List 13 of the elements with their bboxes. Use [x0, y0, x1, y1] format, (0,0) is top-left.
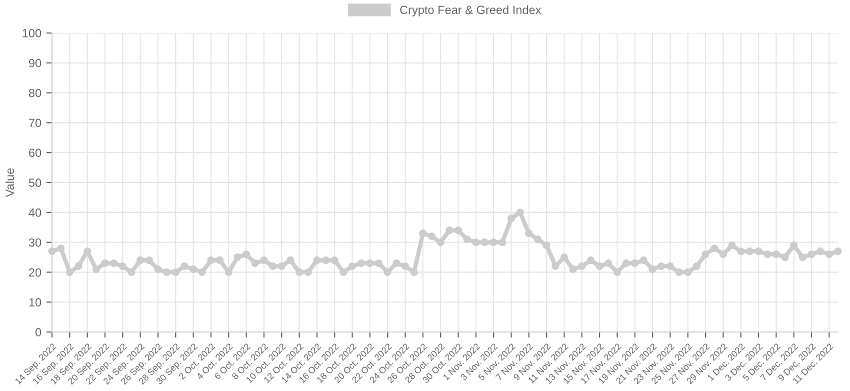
y-tick-label: 10 — [29, 298, 42, 306]
y-axis-title: Value — [5, 168, 14, 198]
y-tick-label: 30 — [28, 238, 42, 247]
y-tick-label: 90 — [29, 58, 42, 68]
y-tick-label: 60 — [29, 148, 42, 157]
y-tick-label: 0 — [35, 328, 42, 336]
y-tick-label: 50 — [28, 178, 42, 187]
legend-label: Crypto Fear & Greed Index — [400, 5, 542, 16]
y-tick-label: 20 — [29, 268, 42, 277]
y-tick-label: 40 — [28, 208, 42, 217]
y-tick-label: 70 — [29, 118, 42, 128]
y-tick-label: 100 — [22, 29, 42, 38]
y-tick-label: 80 — [28, 88, 42, 98]
